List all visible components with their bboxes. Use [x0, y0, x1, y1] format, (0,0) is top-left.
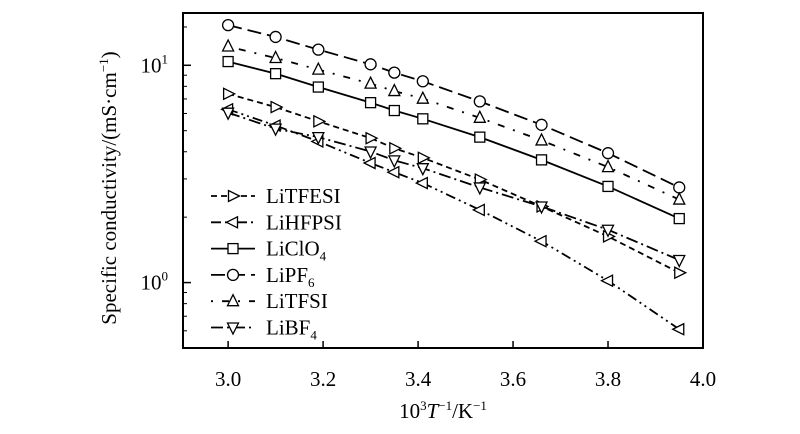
plot-frame: [182, 12, 704, 349]
legend-item-LiHFPSI: LiHFPSI: [211, 210, 342, 234]
data-point-LiTFESI: [389, 141, 403, 155]
y-tick-label: 101: [141, 51, 169, 77]
data-point-LiHFPSI: [533, 234, 547, 248]
data-point-LiPF6: [269, 30, 282, 44]
series-line-LiPF6: [227, 24, 680, 189]
data-point-LiPF6: [388, 66, 401, 79]
legend-item-LiTFESI: LiTFESI: [211, 184, 341, 208]
data-point-LiHFPSI: [386, 165, 400, 179]
data-point-LiClO4: [602, 180, 614, 193]
x-tick-label: 3.6: [500, 367, 526, 391]
y-axis-label: Specific conductivity/(mS·cm−1): [96, 51, 121, 324]
data-point-LiHFPSI: [671, 322, 685, 336]
data-point-LiTFESI: [313, 114, 327, 128]
data-point-LiClO4: [474, 131, 486, 143]
legend-label: LiTFESI: [266, 184, 341, 208]
series-line-LiBF4: [227, 111, 680, 261]
data-point-LiTFSI: [364, 75, 378, 89]
data-point-LiHFPSI: [362, 156, 376, 170]
data-point-LiHFPSI: [414, 176, 428, 190]
legend-item-LiTFSI: LiTFSI: [211, 289, 328, 313]
data-point-LiTFSI: [473, 109, 487, 123]
series-LiTFESI: [222, 87, 688, 280]
x-tick-label: 3.4: [405, 367, 432, 391]
data-point-LiTFESI: [270, 100, 284, 114]
series-line-LiTFESI: [227, 92, 680, 274]
data-point-LiPF6: [535, 118, 548, 131]
legend-item-LiClO4: LiClO4: [211, 237, 327, 264]
data-point-LiBF4: [473, 182, 487, 196]
data-point-LiClO4: [312, 81, 324, 93]
x-tick-label: 3.8: [595, 367, 621, 391]
x-tick-label: 3.0: [215, 367, 241, 391]
legend-marker: [226, 293, 240, 307]
series-line-LiTFSI: [227, 45, 680, 201]
legend-marker: [227, 189, 241, 203]
series-LiBF4: [221, 107, 686, 268]
data-point-LiPF6: [312, 43, 325, 56]
data-point-LiClO4: [417, 113, 429, 125]
x-tick-label: 3.2: [310, 367, 336, 391]
data-point-LiPF6: [473, 95, 486, 108]
x-axis: 3.0 3.2 3.4 3.6 3.8 4.0: [215, 341, 716, 391]
data-point-LiTFSI: [534, 132, 549, 146]
data-point-LiTFSI: [672, 191, 686, 205]
data-point-LiClO4: [364, 96, 377, 109]
data-point-LiClO4: [673, 212, 685, 225]
data-point-LiTFSI: [416, 90, 430, 104]
data-point-LiBF4: [364, 146, 378, 160]
legend-label: LiPF6: [266, 263, 315, 290]
legend-label: LiBF4: [266, 316, 317, 343]
data-point-LiPF6: [364, 58, 377, 71]
series-line-LiClO4: [227, 60, 680, 220]
legend-label: LiClO4: [266, 237, 327, 264]
data-point-LiTFSI: [269, 50, 283, 64]
data-point-LiBF4: [534, 201, 549, 215]
data-point-LiBF4: [221, 107, 235, 121]
data-point-LiBF4: [269, 123, 283, 137]
data-point-LiTFESI: [365, 131, 379, 145]
series-LiPF6: [221, 18, 686, 194]
data-point-LiTFSI: [311, 61, 325, 75]
data-point-LiTFESI: [417, 151, 431, 165]
data-point-LiHFPSI: [600, 274, 614, 288]
data-point-LiClO4: [269, 68, 282, 80]
data-point-LiClO4: [222, 55, 234, 68]
legend-marker: [225, 215, 239, 229]
data-point-LiTFESI: [674, 266, 688, 280]
y-tick-label: 100: [141, 269, 169, 295]
legend-marker: [226, 322, 240, 336]
data-point-LiBF4: [311, 131, 325, 146]
data-point-LiClO4: [535, 154, 548, 166]
plot-area: [220, 18, 688, 336]
legend-marker: [226, 268, 240, 282]
data-point-LiClO4: [388, 104, 400, 117]
data-point-LiPF6: [601, 147, 615, 160]
data-point-LiTFESI: [222, 87, 237, 101]
data-point-LiHFPSI: [471, 203, 485, 217]
data-point-LiBF4: [601, 224, 615, 238]
legend-item-LiPF6: LiPF6: [211, 263, 315, 290]
legend-item-LiBF4: LiBF4: [211, 316, 317, 343]
series-LiClO4: [222, 55, 685, 225]
data-point-LiPF6: [416, 75, 429, 88]
legend-label: LiHFPSI: [266, 210, 342, 234]
legend-label: LiTFSI: [266, 289, 328, 313]
data-point-LiPF6: [221, 18, 235, 32]
x-tick-label: 4.0: [690, 367, 716, 391]
data-point-LiPF6: [673, 181, 686, 194]
y-axis: 101 100: [141, 26, 191, 332]
data-point-LiBF4: [416, 163, 430, 177]
data-point-LiBF4: [672, 254, 686, 268]
data-point-LiTFESI: [474, 172, 488, 187]
data-point-LiTFSI: [387, 83, 401, 97]
legend-marker: [227, 242, 239, 255]
series-LiTFSI: [221, 38, 686, 205]
x-axis-label: 103T−1/K−1: [399, 398, 487, 423]
data-point-LiTFSI: [221, 38, 235, 52]
data-point-LiBF4: [387, 155, 401, 169]
data-point-LiTFSI: [601, 159, 615, 173]
